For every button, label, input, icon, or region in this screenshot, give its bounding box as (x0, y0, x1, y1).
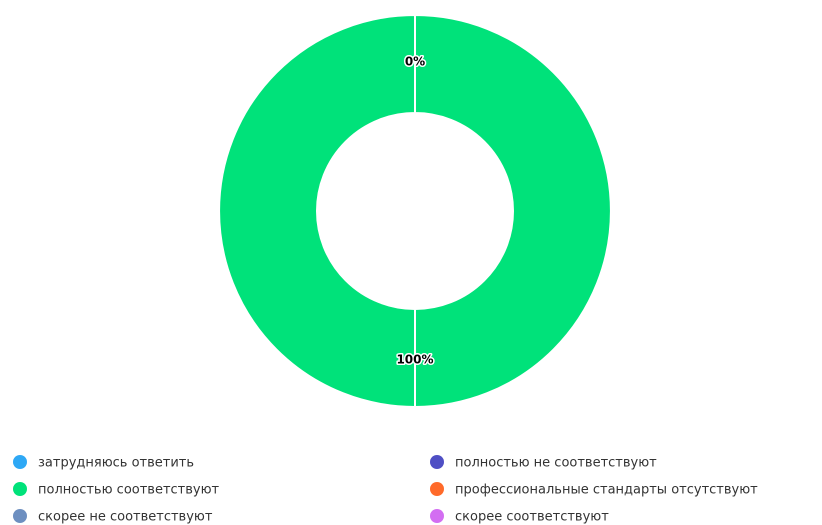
data-label: 100% (396, 353, 433, 367)
legend-marker (430, 509, 444, 523)
legend-marker (430, 455, 444, 469)
legend-label: скорее соответствуют (455, 510, 609, 525)
legend-label: полностью не соответствуют (455, 456, 657, 471)
slice (218, 13, 612, 409)
legend-marker (13, 455, 27, 469)
legend-marker (13, 482, 27, 496)
legend-label: скорее не соответствуют (38, 510, 213, 525)
legend-label: профессиональные стандарты отсутствуют (455, 483, 758, 498)
data-label: 0% (405, 55, 425, 69)
legend-marker (430, 482, 444, 496)
legend-marker (13, 509, 27, 523)
legend-label: затрудняюсь ответить (38, 456, 194, 471)
legend-label: полностью соответствуют (38, 483, 220, 498)
